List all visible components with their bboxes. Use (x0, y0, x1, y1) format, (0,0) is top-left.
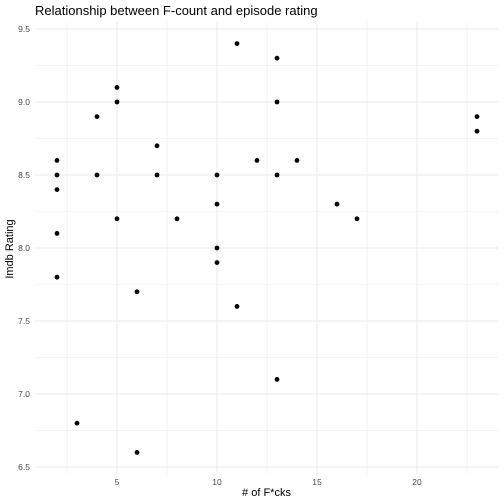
y-tick-label: 8.0 (18, 243, 30, 253)
data-point (354, 216, 360, 222)
data-point (334, 201, 340, 207)
data-point (54, 231, 60, 236)
y-tick-label: 9.5 (18, 24, 30, 34)
chart-title: Relationship between F-count and episode… (35, 3, 318, 18)
y-tick-label: 8.5 (18, 170, 30, 180)
data-point (214, 260, 220, 265)
data-point (474, 128, 480, 134)
data-point (234, 41, 240, 46)
data-point (114, 216, 120, 222)
data-point (114, 99, 120, 105)
data-point (214, 172, 220, 178)
data-point (134, 450, 140, 455)
y-tick-label: 9.0 (18, 97, 30, 107)
data-point (114, 85, 120, 90)
data-point (214, 201, 220, 207)
y-tick-label: 7.0 (18, 389, 30, 399)
data-point (94, 114, 100, 119)
x-tick-label: 10 (212, 477, 222, 487)
x-tick-label: 20 (412, 477, 422, 487)
data-point (54, 172, 60, 178)
x-axis-ticks: 5 10 15 20 (115, 477, 422, 487)
data-point (154, 172, 160, 178)
data-point (274, 172, 280, 178)
data-point (234, 304, 240, 309)
y-tick-label: 6.5 (18, 462, 30, 472)
y-tick-label: 7.5 (18, 316, 30, 326)
data-point (54, 187, 60, 193)
y-axis-ticks: 6.5 7.0 7.5 8.0 8.5 9.0 9.5 (18, 24, 30, 472)
data-point (154, 143, 160, 149)
y-axis-title: Imdb Rating (4, 219, 16, 278)
data-point (134, 289, 140, 295)
data-points (54, 41, 480, 455)
data-point (94, 172, 100, 178)
data-point (474, 114, 480, 119)
data-point (274, 55, 280, 61)
data-point (54, 274, 60, 280)
data-point (274, 377, 280, 382)
data-point (214, 245, 220, 251)
data-point (74, 420, 80, 426)
x-tick-label: 15 (312, 477, 322, 487)
data-point (274, 99, 280, 105)
x-tick-label: 5 (115, 477, 120, 487)
data-point (294, 158, 300, 163)
x-axis-title: # of F*cks (242, 487, 291, 499)
data-point (174, 216, 180, 222)
data-point (54, 158, 60, 163)
data-point (254, 158, 260, 163)
